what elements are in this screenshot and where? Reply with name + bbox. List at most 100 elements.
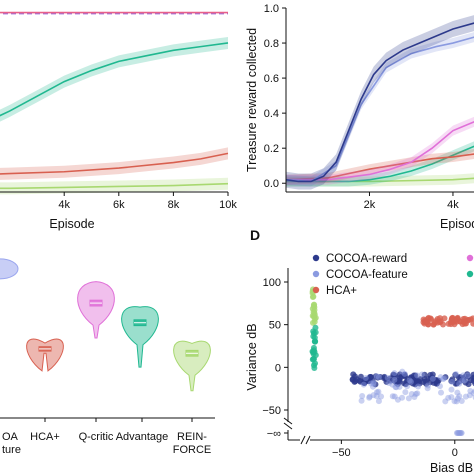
scatter-point xyxy=(424,382,431,389)
x-tick-label-d: 0 xyxy=(452,447,458,459)
scatter-point xyxy=(369,378,376,385)
y-tick-label-d: −50 xyxy=(262,405,281,417)
x-tick-label-b: 2k xyxy=(364,199,376,211)
x-tick-label-b: 4k xyxy=(447,199,459,211)
scatter-point xyxy=(460,375,467,382)
y-tick-label-d: 100 xyxy=(263,277,281,289)
scatter-point xyxy=(350,371,357,378)
scatter-point xyxy=(366,393,373,400)
legend-marker xyxy=(466,270,474,278)
scatter-point xyxy=(366,394,373,401)
scatter-point xyxy=(370,379,377,386)
series-line-b-1 xyxy=(285,36,474,183)
scatter-point xyxy=(453,380,460,387)
category-label: FORCE xyxy=(173,444,212,456)
legend-marker xyxy=(312,270,320,278)
scatter-point xyxy=(467,316,474,323)
scatter-point xyxy=(441,315,448,322)
scatter-point xyxy=(370,380,377,387)
scatter-point xyxy=(467,387,474,394)
x-axis-label-d: Bias dB xyxy=(430,461,473,474)
scatter-point xyxy=(414,372,421,379)
scatter-point xyxy=(458,398,465,405)
scatter-point xyxy=(312,360,319,367)
scatter-point xyxy=(312,324,319,331)
scatter-point xyxy=(372,373,379,380)
scatter-point xyxy=(452,371,459,378)
y-tick-label-b: 1.0 xyxy=(264,3,279,15)
category-label-partial: ture xyxy=(2,444,21,456)
scatter-point xyxy=(384,374,391,381)
scatter-point xyxy=(454,389,461,396)
scatter-point xyxy=(434,378,441,385)
violin-partial xyxy=(0,258,19,280)
scatter-point xyxy=(370,392,377,399)
x-tick-label-a: 10k xyxy=(219,199,237,211)
series-line-b-2 xyxy=(286,120,474,181)
scatter-point xyxy=(437,374,444,381)
scatter-point xyxy=(422,319,429,326)
scatter-point xyxy=(378,393,385,400)
scatter-point xyxy=(394,396,401,403)
scatter-point xyxy=(456,380,463,387)
x-tick-label-d: −50 xyxy=(332,447,351,459)
scatter-point xyxy=(411,394,418,401)
scatter-point xyxy=(438,389,445,396)
scatter-point xyxy=(427,375,434,382)
scatter-point xyxy=(440,376,447,383)
scatter-point xyxy=(373,389,380,396)
scatter-point xyxy=(401,370,408,377)
legend-marker xyxy=(312,254,320,262)
scatter-point xyxy=(408,374,415,381)
scatter-point xyxy=(391,376,398,383)
series-line-a-2 xyxy=(0,42,229,117)
x-tick-label-a: 8k xyxy=(168,199,180,211)
legend-label: COCOA-feature xyxy=(326,269,408,281)
scatter-point xyxy=(455,374,462,381)
series-band-a-3 xyxy=(0,147,228,180)
y-tick-label-b: 0.4 xyxy=(264,108,279,120)
scatter-point xyxy=(389,381,396,388)
scatter-point xyxy=(440,321,447,328)
category-label: HCA+ xyxy=(30,431,60,443)
y-tick-label-d: 50 xyxy=(269,320,281,332)
scatter-point xyxy=(311,365,318,372)
category-label: Q-critic xyxy=(79,431,114,443)
panel-letter-d: D xyxy=(250,227,260,243)
series-band-b-0 xyxy=(286,15,474,190)
scatter-point xyxy=(393,384,400,391)
scatter-point xyxy=(405,395,412,402)
scatter-point xyxy=(458,377,465,384)
scatter-point xyxy=(436,383,443,390)
scatter-point xyxy=(432,318,439,325)
axis-break-x xyxy=(305,435,311,445)
scatter-point xyxy=(399,368,406,375)
scatter-point xyxy=(458,430,465,436)
scatter-point xyxy=(448,378,455,385)
scatter-point xyxy=(408,390,415,397)
scatter-point xyxy=(418,371,425,378)
scatter-point xyxy=(391,393,398,400)
scatter-point xyxy=(408,378,415,385)
scatter-point xyxy=(412,391,419,398)
scatter-point xyxy=(424,385,431,392)
legend-label: COCOA-reward xyxy=(326,253,407,265)
scatter-point xyxy=(360,381,367,388)
scatter-point xyxy=(401,373,408,380)
y-axis-label-d: Variance dB xyxy=(245,323,259,390)
series-line-a-4 xyxy=(0,182,229,190)
scatter-point xyxy=(375,374,382,381)
y-tick-label-b: 0.8 xyxy=(264,38,279,50)
scatter-point xyxy=(362,374,369,381)
scatter-point xyxy=(466,392,473,399)
scatter-point xyxy=(402,389,409,396)
x-axis-label-a: Episode xyxy=(49,217,94,231)
scatter-point xyxy=(451,398,458,405)
scatter-point xyxy=(373,373,380,380)
scatter-point xyxy=(449,314,456,321)
scatter-point xyxy=(309,319,316,326)
scatter-point xyxy=(448,378,455,385)
axis-break-y xyxy=(283,422,293,430)
scatter-point xyxy=(373,393,380,400)
